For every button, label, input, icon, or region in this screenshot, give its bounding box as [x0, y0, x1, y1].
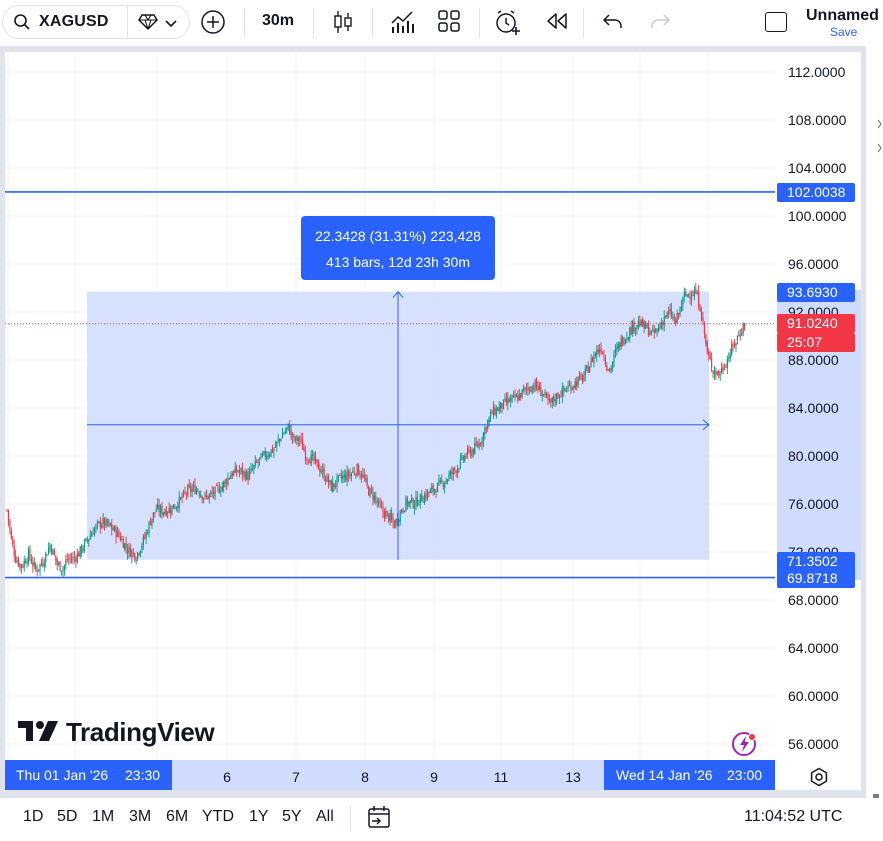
upper-line-price-tag: 102.0038: [777, 183, 855, 202]
range-high-price-tag: 93.6930: [777, 283, 855, 302]
layout-icon[interactable]: [765, 12, 787, 32]
range-button-1m[interactable]: 1M: [92, 808, 115, 825]
time-start-date: Thu 01 Jan '26: [16, 767, 109, 783]
right-sidebar: [866, 46, 883, 798]
tradingview-logo-text: TradingView: [66, 717, 215, 747]
measure-bars-text: 413 bars, 12d 23h 30m: [326, 254, 470, 270]
chart-pane[interactable]: [5, 52, 775, 790]
range-button-5y[interactable]: 5Y: [282, 808, 302, 825]
range-button-5d[interactable]: 5D: [57, 808, 78, 825]
indicators-icon[interactable]: [390, 9, 416, 40]
range-button-3m[interactable]: 3M: [129, 808, 152, 825]
undo-icon[interactable]: [601, 9, 625, 38]
time-end-time: 23:00: [727, 767, 763, 783]
redo-icon[interactable]: [648, 9, 672, 38]
time-label-11: 11: [493, 769, 509, 785]
range-button-6m[interactable]: 6M: [166, 808, 189, 825]
price-tick-label: 96.0000: [788, 256, 839, 272]
interval-button[interactable]: 30m: [262, 12, 295, 29]
time-label-8: 8: [361, 769, 369, 785]
price-tick-label: 84.0000: [788, 400, 839, 416]
lower-line-price-tag: 69.8718: [777, 569, 855, 588]
candles-icon[interactable]: [332, 9, 354, 40]
symbol-name: XAGUSD: [39, 13, 109, 30]
price-tick-label: 60.0000: [788, 688, 839, 704]
time-end-tag: Wed 14 Jan '26 23:00: [604, 760, 775, 790]
price-tick-label: 68.0000: [788, 592, 839, 608]
chevron-down-icon[interactable]: [165, 16, 177, 34]
price-tick-label: 56.0000: [788, 736, 839, 752]
current-price-tag: 91.0240: [777, 314, 855, 333]
time-label-7: 7: [292, 769, 300, 785]
price-tick-label: 80.0000: [788, 448, 839, 464]
templates-icon[interactable]: [437, 9, 461, 38]
top-toolbar: XAGUSD 30m Unnamed Save: [0, 0, 883, 46]
time-start-time: 23:30: [125, 767, 161, 783]
price-tick-label: 112.0000: [788, 64, 846, 80]
utc-clock[interactable]: 11:04:52 UTC: [744, 808, 843, 825]
goto-date-icon[interactable]: [366, 805, 392, 836]
range-button-ytd[interactable]: YTD: [202, 808, 234, 825]
price-tick-label: 64.0000: [788, 640, 839, 656]
bar-countdown-tag: 25:07: [777, 333, 855, 352]
range-button-all[interactable]: All: [316, 808, 334, 825]
time-label-13: 13: [565, 769, 581, 785]
price-range-measure-label[interactable]: 22.3428 (31.31%) 223,428 413 bars, 12d 2…: [301, 216, 495, 280]
layout-name[interactable]: Unnamed: [806, 7, 879, 24]
symbol-search-box[interactable]: XAGUSD: [2, 5, 190, 39]
time-end-date: Wed 14 Jan '26: [616, 767, 713, 783]
bottom-toolbar: [0, 798, 883, 841]
time-label-9: 9: [430, 769, 438, 785]
save-button[interactable]: Save: [830, 25, 858, 39]
search-icon: [13, 13, 31, 36]
price-tick-label: 108.0000: [788, 112, 847, 128]
price-tick-label: 104.0000: [788, 160, 847, 176]
lightning-icon[interactable]: [731, 730, 759, 763]
price-tick-label: 100.0000: [788, 208, 847, 224]
diamond-icon[interactable]: [137, 13, 159, 36]
range-low-price-tag: 71.3502: [777, 552, 855, 571]
measure-change-text: 22.3428 (31.31%) 223,428: [315, 228, 481, 244]
time-start-tag: Thu 01 Jan '26 23:30: [5, 760, 172, 790]
time-label-6: 6: [223, 769, 231, 785]
alert-icon[interactable]: [494, 9, 522, 42]
add-symbol-icon[interactable]: [200, 9, 226, 40]
tradingview-logo-icon: [18, 718, 60, 749]
replay-icon[interactable]: [545, 9, 569, 38]
price-tick-label: 88.0000: [788, 352, 839, 368]
range-button-1y[interactable]: 1Y: [249, 808, 269, 825]
price-tick-label: 76.0000: [788, 496, 839, 512]
time-scale-range-highlight: [172, 760, 605, 790]
range-button-1d[interactable]: 1D: [23, 808, 44, 825]
chart-settings-icon[interactable]: [809, 767, 829, 792]
